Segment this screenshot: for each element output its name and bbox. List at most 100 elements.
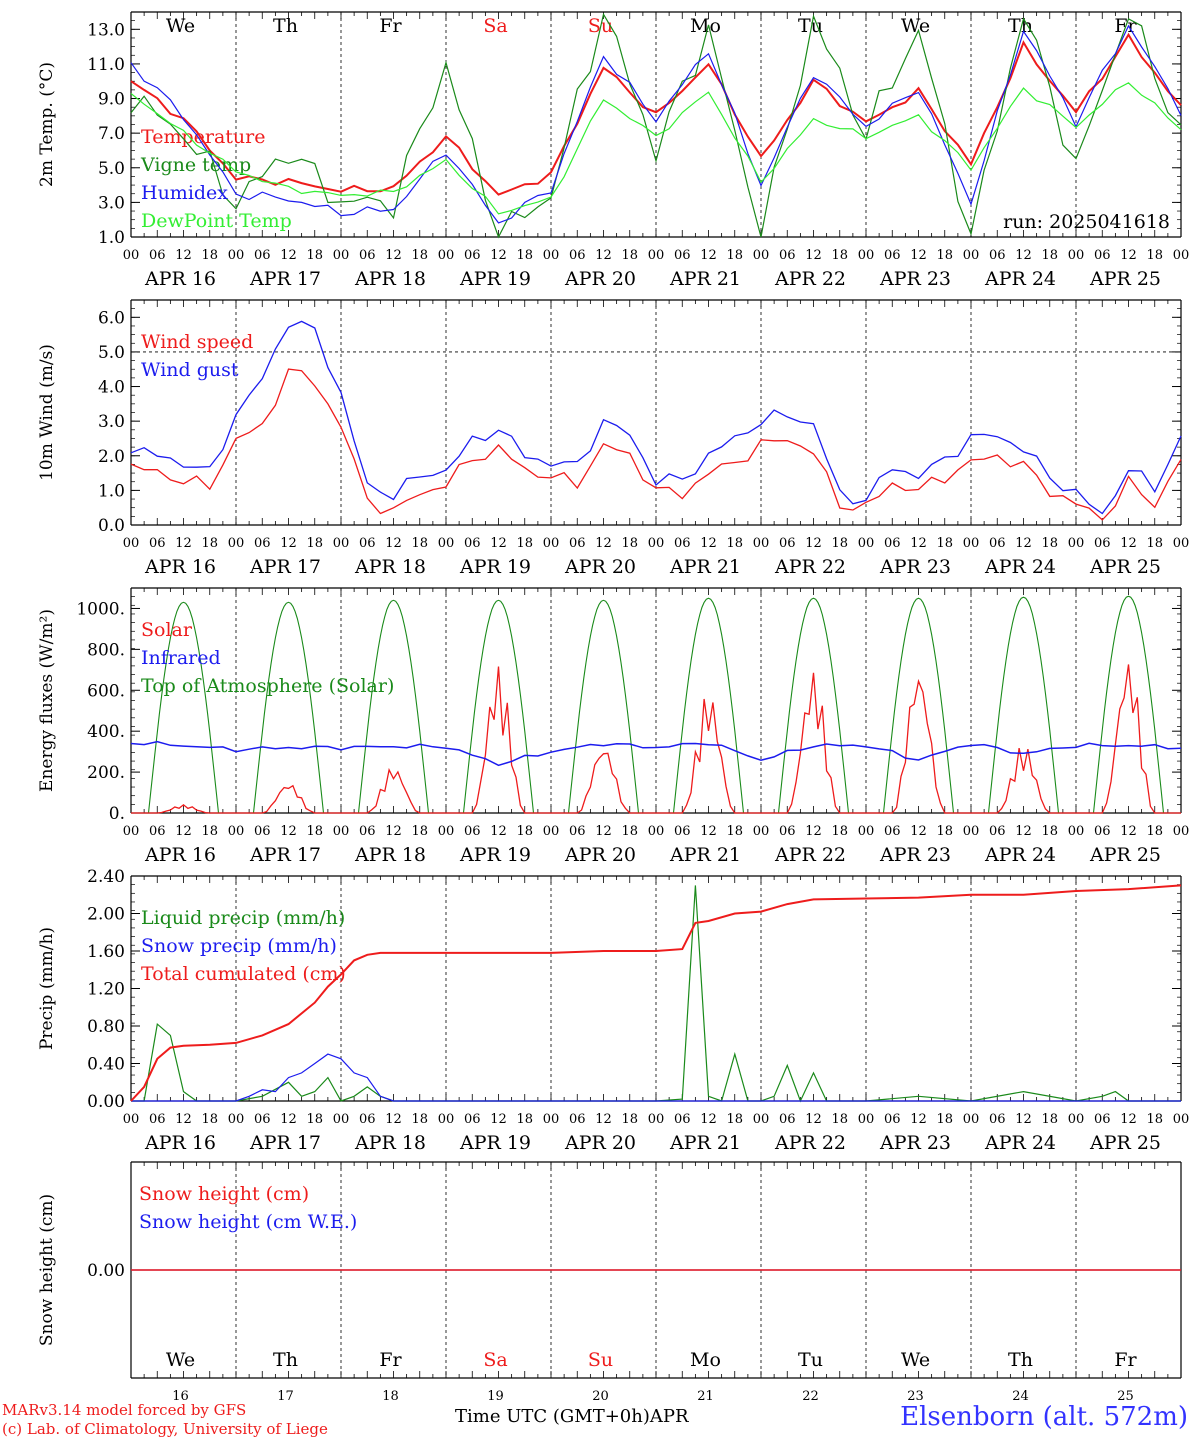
x-hour-label: 00 — [963, 536, 980, 551]
y-axis-title: 10m Wind (m/s) — [37, 344, 57, 481]
x-date-label: APR 24 — [984, 1132, 1056, 1154]
x-date-label: APR 16 — [144, 844, 216, 866]
y-tick-label: 6.0 — [98, 308, 125, 328]
x-hour-label: 18 — [1146, 824, 1163, 839]
y-tick-label: 0.80 — [87, 1017, 125, 1037]
time-axis-label: Time UTC (GMT+0h) — [455, 1406, 650, 1427]
weekday-label-bottom: Fr — [1114, 1349, 1137, 1371]
x-hour-label: 18 — [201, 1112, 218, 1127]
x-hour-label-end: 00 — [1173, 1112, 1190, 1127]
y-tick-label: 800. — [87, 640, 125, 660]
y-tick-label: 200. — [87, 763, 125, 783]
x-hour-label: 06 — [569, 824, 586, 839]
weekday-label: We — [166, 15, 195, 37]
infrared-line — [130, 740, 1182, 767]
x-date-label: APR 22 — [774, 556, 846, 578]
x-hour-label: 12 — [490, 248, 507, 263]
x-hour-label: 18 — [936, 536, 953, 551]
x-date-label: APR 19 — [459, 844, 531, 866]
x-hour-label: 06 — [779, 824, 796, 839]
legend-label-10: Liquid precip (mm/h) — [141, 907, 345, 929]
x-hour-label: 00 — [438, 824, 455, 839]
x-hour-label: 18 — [516, 824, 533, 839]
x-hour-label: 00 — [753, 1112, 770, 1127]
y-tick-label: 2.0 — [98, 447, 125, 467]
x-hour-label: 12 — [805, 824, 822, 839]
x-hour-label: 18 — [621, 1112, 638, 1127]
legend-label-3: Humidex — [141, 182, 228, 204]
x-hour-label: 00 — [648, 536, 665, 551]
x-hour-label: 06 — [359, 824, 376, 839]
legend-label-7: Solar — [141, 619, 193, 641]
x-hour-label: 18 — [306, 824, 323, 839]
x-date-label: APR 18 — [354, 844, 426, 866]
day-number-label: 25 — [1117, 1389, 1134, 1404]
y-tick-label: 2.00 — [87, 905, 125, 925]
x-hour-label: 12 — [490, 1112, 507, 1127]
day-number-label: 19 — [487, 1389, 504, 1404]
x-date-label: APR 20 — [564, 556, 636, 578]
x-hour-label: 00 — [543, 824, 560, 839]
x-date-label: APR 20 — [564, 268, 636, 290]
x-hour-label: 06 — [254, 536, 271, 551]
x-hour-label: 00 — [228, 1112, 245, 1127]
x-hour-label: 12 — [385, 536, 402, 551]
x-hour-label: 00 — [648, 824, 665, 839]
x-hour-label: 12 — [910, 536, 927, 551]
x-hour-label: 12 — [700, 824, 717, 839]
x-hour-label: 18 — [1041, 248, 1058, 263]
x-hour-label: 00 — [648, 248, 665, 263]
x-hour-label: 00 — [1068, 824, 1085, 839]
x-hour-label: 18 — [516, 1112, 533, 1127]
x-hour-label: 12 — [1120, 1112, 1137, 1127]
temp-series-line-2 — [130, 12, 1182, 239]
x-hour-label: 12 — [280, 824, 297, 839]
legend-label-5: Wind speed — [141, 331, 253, 353]
x-hour-label: 06 — [254, 248, 271, 263]
x-hour-label: 12 — [805, 1112, 822, 1127]
y-tick-label: 3.0 — [98, 193, 125, 213]
x-hour-label: 18 — [1146, 1112, 1163, 1127]
x-hour-label: 12 — [595, 248, 612, 263]
x-hour-label: 18 — [411, 536, 428, 551]
x-date-label: APR 23 — [879, 268, 951, 290]
x-hour-label: 06 — [674, 248, 691, 263]
x-hour-label: 06 — [464, 1112, 481, 1127]
x-hour-label: 00 — [228, 824, 245, 839]
x-hour-label-end: 00 — [1173, 824, 1190, 839]
y-tick-label: 2.40 — [87, 867, 125, 887]
x-date-label: APR 24 — [984, 556, 1056, 578]
x-hour-label: 12 — [595, 1112, 612, 1127]
x-hour-label: 18 — [936, 824, 953, 839]
y-tick-label: 3.0 — [98, 412, 125, 432]
x-hour-label: 00 — [333, 824, 350, 839]
x-date-label: APR 22 — [774, 1132, 846, 1154]
x-hour-label: 00 — [753, 824, 770, 839]
weekday-label-bottom: Th — [1008, 1349, 1033, 1371]
x-hour-label: 00 — [963, 248, 980, 263]
x-hour-label: 00 — [858, 824, 875, 839]
x-hour-label-end: 00 — [1173, 248, 1190, 263]
x-hour-label: 00 — [753, 536, 770, 551]
wind-series-line-1 — [130, 368, 1182, 521]
precip-series-line-2 — [131, 1053, 1181, 1102]
y-axis-title: Precip (mm/h) — [37, 927, 57, 1050]
y-tick-label: 9.0 — [98, 90, 125, 110]
y-tick-label: 600. — [87, 681, 125, 701]
x-hour-label: 12 — [175, 1112, 192, 1127]
x-hour-label: 06 — [989, 1112, 1006, 1127]
y-tick-label: 1.60 — [87, 942, 125, 962]
day-number-label: 24 — [1012, 1389, 1029, 1404]
x-date-label: APR 23 — [879, 556, 951, 578]
x-hour-label: 06 — [674, 536, 691, 551]
weekday-label-bottom: We — [166, 1349, 195, 1371]
x-hour-label: 12 — [1120, 824, 1137, 839]
x-hour-label: 00 — [543, 1112, 560, 1127]
x-hour-label: 06 — [884, 536, 901, 551]
x-hour-label: 18 — [306, 536, 323, 551]
x-date-label: APR 16 — [144, 556, 216, 578]
y-tick-label: 5.0 — [98, 343, 125, 363]
x-hour-label: 06 — [464, 248, 481, 263]
x-hour-label: 06 — [989, 248, 1006, 263]
